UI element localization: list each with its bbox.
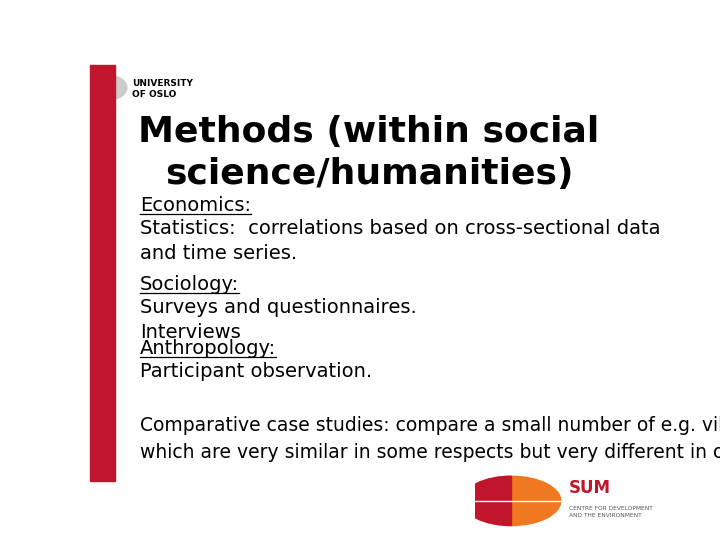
Text: CENTRE FOR DEVELOPMENT
AND THE ENVIRONMENT: CENTRE FOR DEVELOPMENT AND THE ENVIRONME… bbox=[569, 506, 652, 518]
Text: Methods (within social
science/humanities): Methods (within social science/humanitie… bbox=[138, 114, 600, 191]
Text: Sociology:: Sociology: bbox=[140, 275, 239, 294]
Bar bbox=[90, 65, 115, 481]
Text: Comparative case studies: compare a small number of e.g. villages
which are very: Comparative case studies: compare a smal… bbox=[140, 416, 720, 462]
Text: Anthropology:: Anthropology: bbox=[140, 339, 276, 358]
Circle shape bbox=[462, 476, 561, 525]
Text: Statistics:  correlations based on cross-sectional data
and time series.: Statistics: correlations based on cross-… bbox=[140, 219, 661, 264]
Circle shape bbox=[96, 76, 127, 99]
Text: UNIVERSITY
OF OSLO: UNIVERSITY OF OSLO bbox=[132, 79, 193, 99]
Text: SUM: SUM bbox=[569, 479, 611, 497]
Text: Surveys and questionnaires.
Interviews: Surveys and questionnaires. Interviews bbox=[140, 298, 417, 342]
Text: Economics:: Economics: bbox=[140, 196, 251, 215]
Wedge shape bbox=[462, 476, 511, 525]
Text: Participant observation.: Participant observation. bbox=[140, 362, 372, 381]
